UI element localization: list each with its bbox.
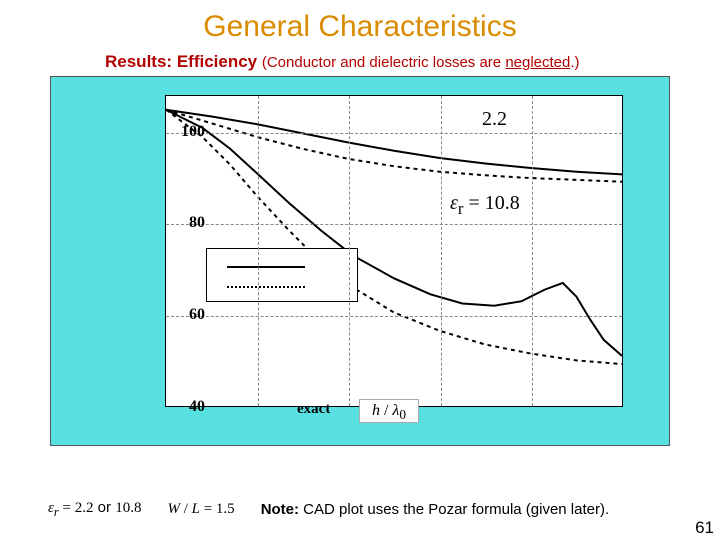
efficiency-label: Efficiency	[177, 52, 257, 71]
subtitle-neglected: neglected	[505, 54, 570, 71]
curve-dashed_108	[166, 110, 622, 364]
subtitle: Results: Efficiency (Conductor and diele…	[0, 52, 720, 76]
legend-solid-line	[227, 266, 305, 268]
subtitle-end: .)	[570, 54, 579, 71]
title-text: General Characteristics	[203, 10, 516, 43]
results-label: Results:	[105, 52, 172, 71]
plot-area: 2.2 εr = 10.8	[165, 95, 623, 407]
xlabel-exact: exact	[297, 401, 330, 418]
legend-box	[206, 248, 358, 302]
page-number: 61	[695, 518, 714, 538]
footer-er: εr = 2.2 or 10.8	[48, 499, 141, 520]
curve-solid_22	[166, 110, 622, 175]
ytick-label: 60	[165, 306, 205, 324]
page-title: General Characteristics	[0, 0, 720, 52]
gridline-v	[349, 96, 350, 406]
gridline-v	[258, 96, 259, 406]
footer-note: Note: CAD plot uses the Pozar formula (g…	[261, 501, 609, 518]
gridline-v	[441, 96, 442, 406]
gridline-h	[166, 224, 622, 225]
ytick-label: 80	[165, 214, 205, 232]
curve-solid_108	[166, 110, 622, 356]
subtitle-note: (Conductor and dielectric losses are	[262, 54, 505, 71]
ytick-label: 100	[165, 123, 205, 141]
footer-wl: W / L = 1.5	[167, 501, 234, 518]
legend-dashed-line	[227, 286, 305, 288]
footer: εr = 2.2 or 10.8 W / L = 1.5 Note: CAD p…	[0, 499, 720, 520]
chart-panel: 2.2 εr = 10.8 exact h / λ0 40 60 80 100	[50, 76, 670, 446]
ytick-label: 40	[165, 398, 205, 416]
label-er108: εr = 10.8	[450, 192, 520, 219]
gridline-h	[166, 316, 622, 317]
gridline-h	[166, 133, 622, 134]
xaxis-label-box: h / λ0	[359, 399, 419, 423]
gridline-v	[532, 96, 533, 406]
label-22: 2.2	[482, 108, 507, 131]
